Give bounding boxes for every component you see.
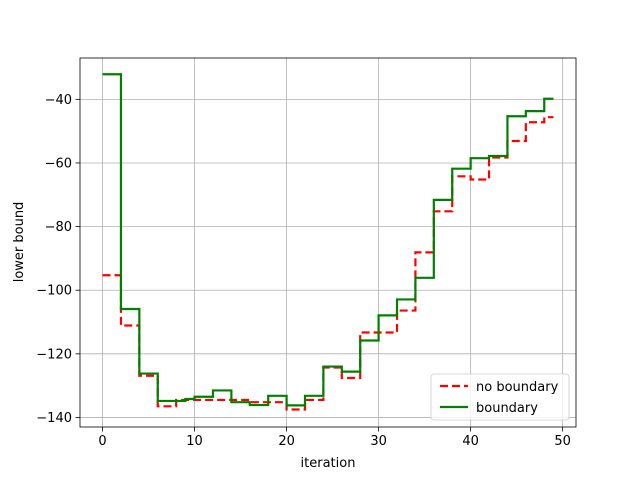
x-tick-label: 40 — [462, 434, 479, 449]
x-tick-label: 50 — [554, 434, 571, 449]
plot-area — [80, 58, 576, 427]
grid-lines — [80, 58, 576, 427]
plot-frame — [79, 57, 577, 428]
x-tick-label: 20 — [278, 434, 295, 449]
legend-label: boundary — [476, 401, 538, 416]
series-line-boundary — [102, 73, 554, 407]
x-tick-label: 30 — [370, 434, 387, 449]
x-tick-label: 0 — [98, 434, 106, 449]
y-tick-label: −40 — [45, 93, 72, 108]
y-tick-label: −60 — [45, 156, 72, 171]
y-tick-label: −120 — [36, 347, 72, 362]
x-axis-label: iteration — [301, 456, 356, 471]
y-tick-label: −100 — [36, 284, 72, 299]
x-tick-label: 10 — [186, 434, 203, 449]
legend-label: no boundary — [476, 380, 559, 395]
series-line-no-boundary — [102, 116, 554, 411]
series-layer — [102, 73, 554, 411]
y-tick-label: −140 — [36, 411, 72, 426]
axis-ticks: 0 10 20 30 40 50 −140 −120 −100 −80 −60 −40 — [36, 93, 571, 449]
y-axis-label: lower bound — [12, 202, 27, 283]
y-tick-label: −80 — [45, 220, 72, 235]
legend: no boundary boundary — [430, 373, 570, 421]
